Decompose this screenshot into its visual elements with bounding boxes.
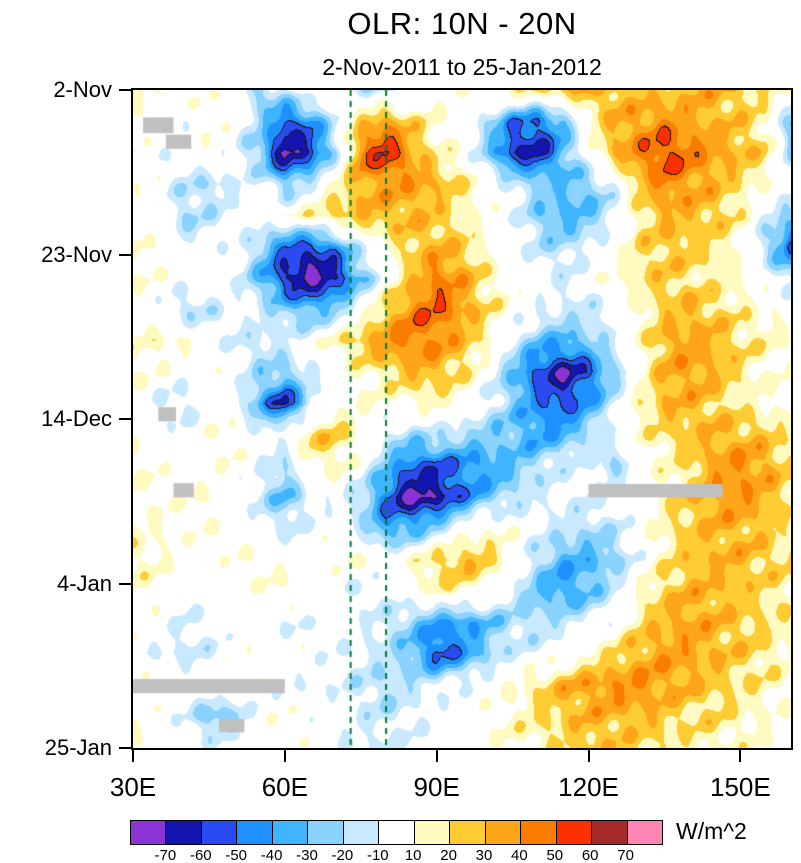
colorbar bbox=[130, 820, 663, 845]
x-axis-label: 150E bbox=[710, 772, 771, 802]
colorbar-tick-label: 20 bbox=[440, 847, 457, 863]
x-axis-tick bbox=[739, 750, 742, 762]
x-axis-tick bbox=[132, 750, 134, 762]
x-axis-label: 30E bbox=[109, 772, 157, 802]
x-axis-label: 120E bbox=[558, 772, 619, 802]
chart-title: OLR: 10N - 20N bbox=[347, 6, 577, 41]
colorbar-cell bbox=[592, 821, 628, 844]
colorbar-tick-label: 30 bbox=[475, 847, 493, 863]
colorbar-cell bbox=[450, 821, 486, 844]
colorbar-cell bbox=[343, 821, 380, 844]
colorbar-cell bbox=[485, 821, 522, 844]
colorbar-cell bbox=[521, 821, 557, 844]
colorbar-tick-label: 60 bbox=[581, 847, 599, 863]
colorbar-tick-label: -40 bbox=[260, 847, 283, 863]
colorbar-cell bbox=[627, 821, 663, 844]
colorbar-cell bbox=[308, 821, 344, 844]
x-axis-label: 90E bbox=[413, 772, 460, 802]
y-axis-label: 25-Jan bbox=[44, 735, 112, 760]
x-axis-tick bbox=[283, 750, 286, 762]
x-axis-label: 60E bbox=[261, 772, 308, 802]
plot-area bbox=[131, 88, 793, 750]
y-axis-tick bbox=[119, 253, 131, 256]
y-axis-tick bbox=[119, 747, 131, 749]
colorbar-cell bbox=[201, 821, 238, 844]
x-axis-tick bbox=[435, 750, 438, 762]
colorbar-tick-label: 50 bbox=[546, 847, 564, 863]
colorbar-cell bbox=[272, 821, 309, 844]
colorbar-cell bbox=[237, 821, 273, 844]
colorbar-tick-label: -50 bbox=[225, 847, 248, 863]
y-axis-label: 4-Jan bbox=[56, 570, 112, 596]
y-axis-tick bbox=[119, 89, 131, 91]
y-axis-tick bbox=[119, 418, 131, 420]
colorbar-tick-label: -20 bbox=[331, 847, 354, 863]
x-axis-tick bbox=[587, 750, 590, 762]
y-axis-label: 23-Nov bbox=[41, 241, 112, 267]
y-axis-label: 14-Dec bbox=[41, 406, 112, 431]
y-axis-tick bbox=[119, 582, 131, 585]
units-label: W/m^2 bbox=[676, 818, 747, 844]
chart-subtitle: 2-Nov-2011 to 25-Jan-2012 bbox=[322, 54, 602, 80]
colorbar-tick-label: -10 bbox=[366, 847, 389, 863]
y-axis-label: 2-Nov bbox=[53, 77, 112, 102]
colorbar-tick-label: 10 bbox=[404, 847, 422, 863]
hovmoller-canvas bbox=[133, 90, 791, 748]
colorbar-tick-label: -60 bbox=[189, 847, 212, 863]
colorbar-tick-label: 40 bbox=[511, 847, 528, 863]
colorbar-cell bbox=[379, 821, 415, 844]
colorbar-tick-label: -70 bbox=[154, 847, 177, 863]
colorbar-cell bbox=[556, 821, 593, 844]
colorbar-cell bbox=[131, 821, 167, 844]
colorbar-cell bbox=[414, 821, 451, 844]
colorbar-cell bbox=[166, 821, 202, 844]
colorbar-tick-label: -30 bbox=[296, 847, 318, 863]
colorbar-tick-label: 70 bbox=[617, 847, 634, 863]
